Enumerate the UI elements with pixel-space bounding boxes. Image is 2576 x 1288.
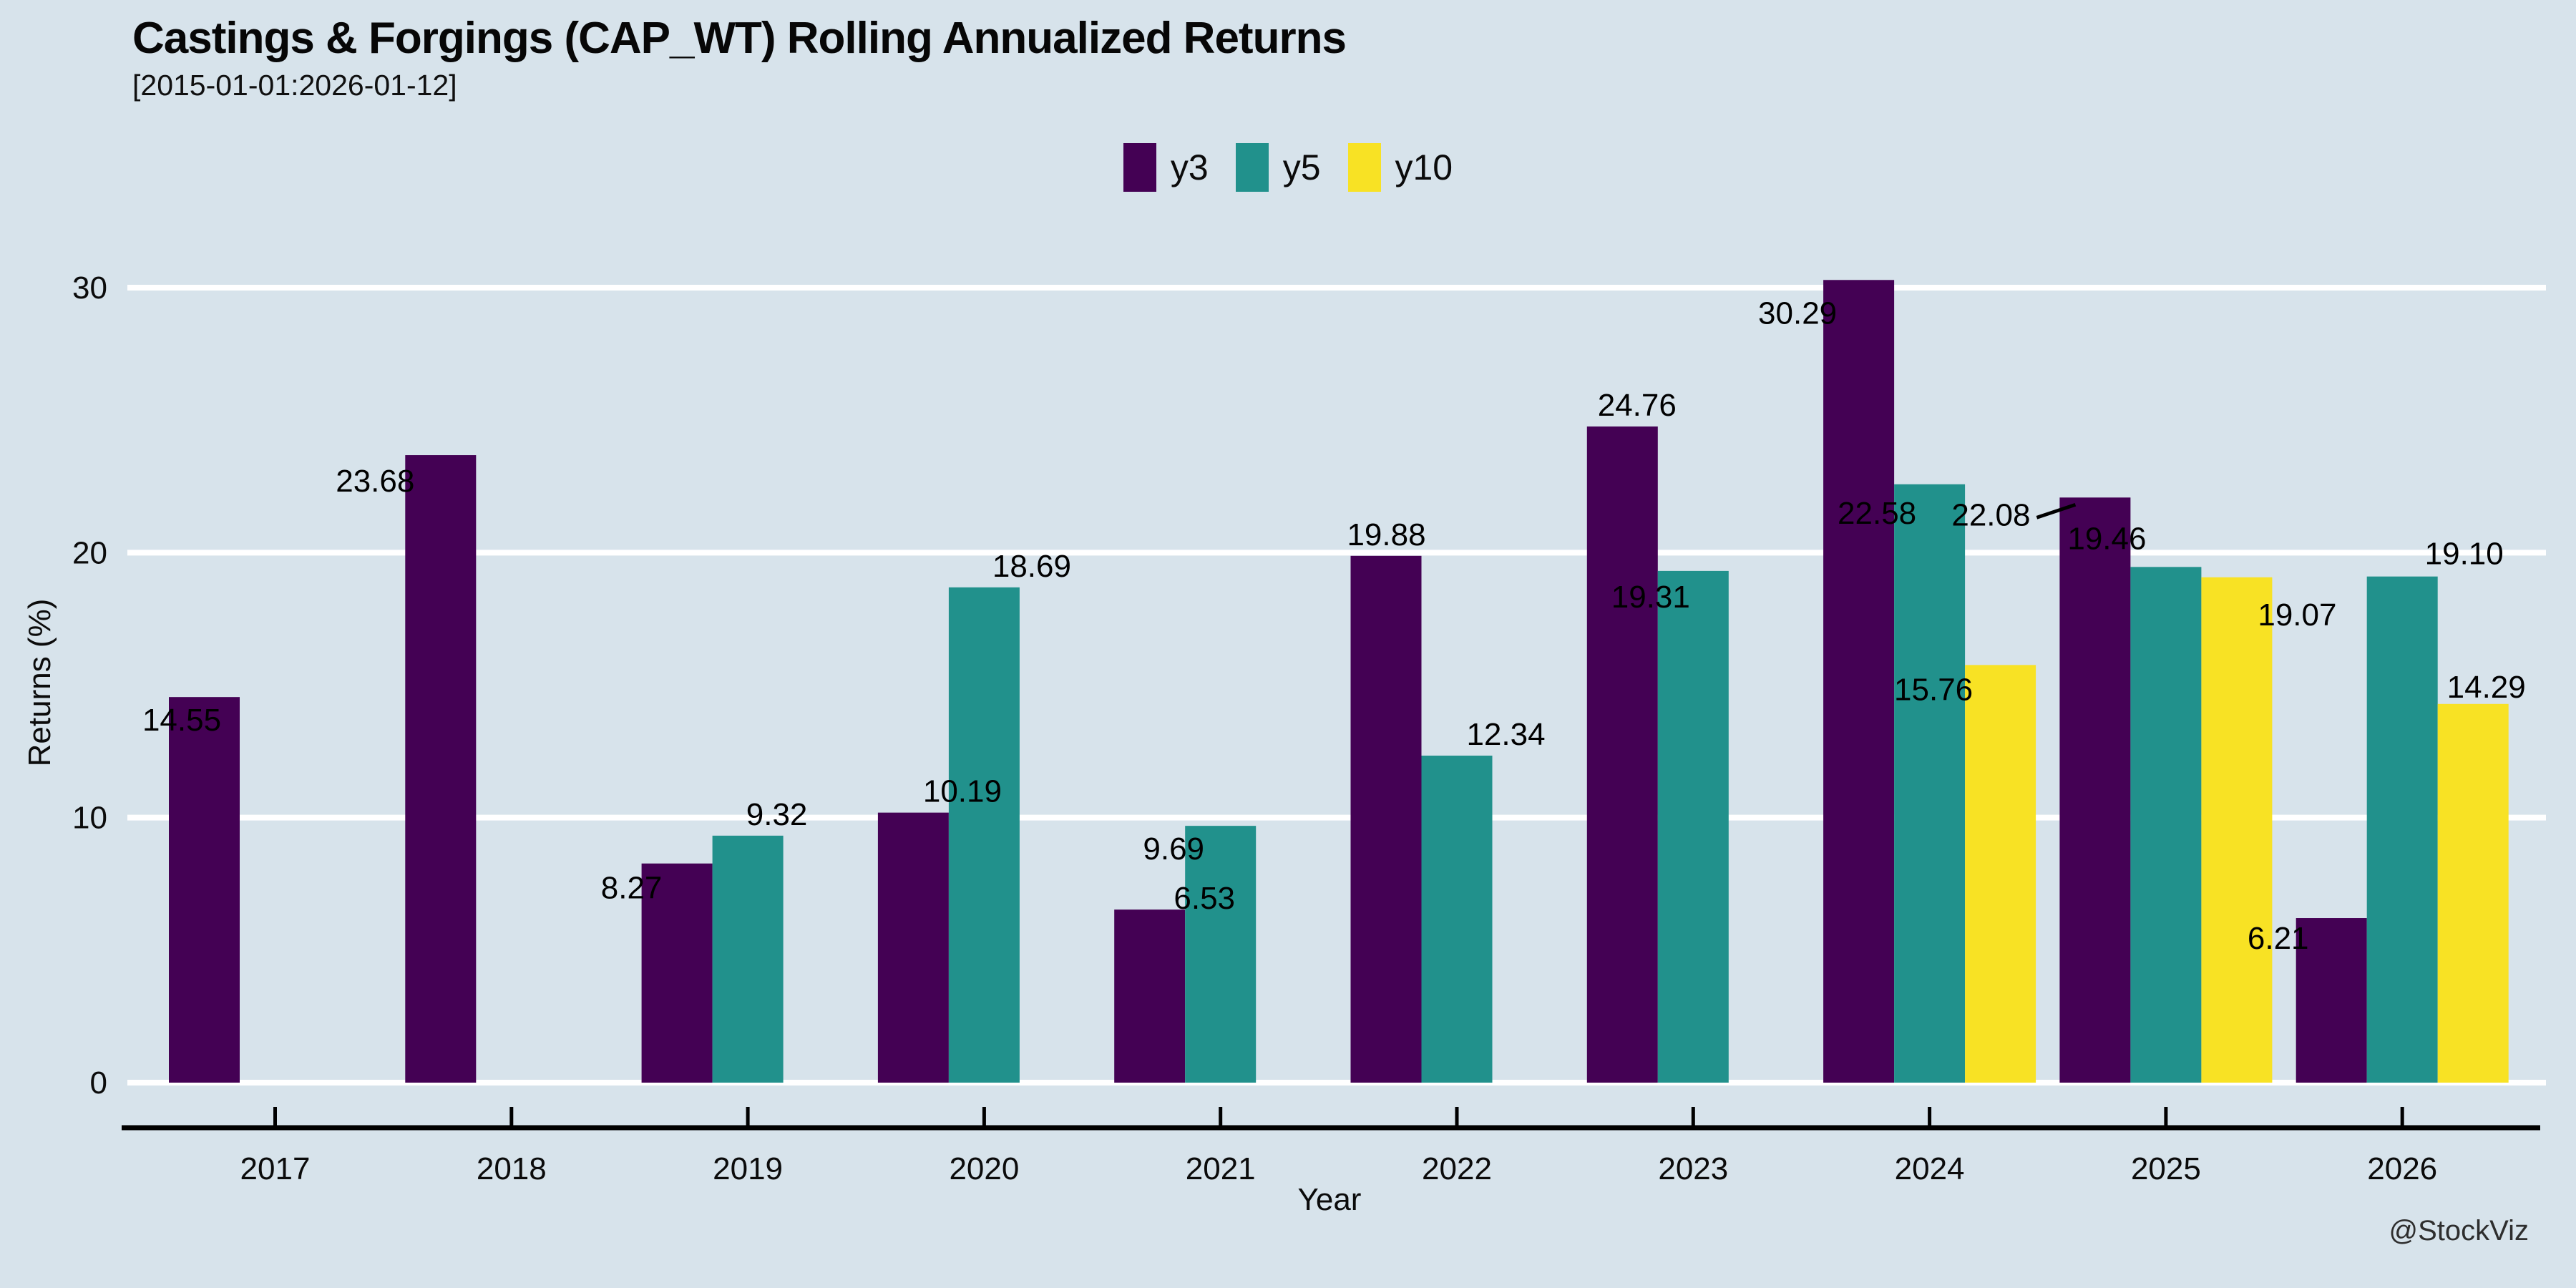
bar-y5-2026 [2366,576,2438,1083]
legend-item-y3: y3 [1123,143,1209,192]
bar-y3-2021 [1114,909,1186,1083]
legend-label-y10: y10 [1395,147,1453,187]
value-label-y5-2019: 9.32 [746,797,808,832]
x-axis-title: Year [1297,1182,1362,1217]
bar-y5-2023 [1657,570,1729,1083]
x-tick-label-2020: 2020 [949,1151,1019,1186]
bar-y3-2025 [2059,497,2131,1083]
value-label-y3-2017: 14.55 [142,703,221,738]
legend-label-y5: y5 [1282,147,1321,187]
bar-y3-2023 [1586,426,1658,1083]
value-label-y3-2026: 6.21 [2248,921,2309,956]
value-label-y3-2019: 8.27 [601,871,663,906]
value-label-y5-2020: 18.69 [992,549,1071,584]
value-label-y5-2024: 22.58 [1838,496,1916,531]
value-label-y10-2025: 19.07 [2258,597,2336,633]
value-label-y10-2024: 15.76 [1894,672,1973,707]
y-tick-label-10: 10 [72,801,107,836]
label-leader-line-y3-2025 [2036,502,2077,519]
x-tick-label-2022: 2022 [1422,1151,1492,1186]
chart-title: Castings & Forgings (CAP_WT) Rolling Ann… [132,14,1347,63]
y-tick-label-30: 30 [72,270,107,306]
bar-y3-2024 [1823,280,1895,1083]
x-tick-label-2021: 2021 [1186,1151,1256,1186]
bar-y5-2021 [1185,826,1257,1083]
legend-item-y10: y10 [1347,143,1453,192]
value-label-y10-2026: 14.29 [2447,670,2526,705]
value-label-y5-2026: 19.10 [2425,537,2504,572]
bar-y3-2020 [877,812,949,1083]
bar-y3-2019 [641,863,713,1083]
y-tick-label-20: 20 [72,535,107,570]
bar-y10-2025 [2201,577,2273,1083]
legend: y3 y5 y10 [0,143,2576,192]
bar-y10-2024 [1965,665,2036,1083]
legend-swatch-y10 [1347,143,1381,192]
value-label-y3-2021: 6.53 [1174,881,1235,916]
bar-y3-2017 [169,697,240,1083]
legend-item-y5: y5 [1235,143,1321,192]
bar-y3-2022 [1350,555,1422,1083]
y-axis-title: Returns (%) [22,598,57,767]
x-tick-label-2018: 2018 [477,1151,547,1186]
value-label-y3-2018: 23.68 [336,464,414,499]
value-label-y5-2025: 19.46 [2067,521,2146,556]
value-label-y5-2021: 9.69 [1143,831,1204,867]
bar-y5-2022 [1421,756,1493,1083]
value-label-y3-2025: 22.08 [1951,497,2030,532]
x-tick-label-2024: 2024 [1895,1151,1965,1186]
x-tick-label-2023: 2023 [1658,1151,1728,1186]
watermark: @StockViz [2389,1215,2529,1246]
value-label-y3-2022: 19.88 [1347,517,1425,552]
bar-y5-2025 [2130,567,2202,1083]
x-tick-label-2019: 2019 [713,1151,783,1186]
y-tick-label-0: 0 [90,1065,107,1101]
value-label-y5-2023: 19.31 [1611,580,1690,615]
x-tick-label-2026: 2026 [2367,1151,2437,1186]
chart-subtitle: [2015-01-01:2026-01-12] [132,69,457,102]
legend-swatch-y3 [1123,143,1156,192]
x-tick-label-2017: 2017 [240,1151,311,1186]
bar-y10-2026 [2437,703,2509,1083]
value-label-y5-2022: 12.34 [1466,717,1545,752]
bar-y5-2024 [1894,484,1966,1083]
value-label-y3-2023: 24.76 [1598,388,1677,423]
x-tick-label-2025: 2025 [2131,1151,2201,1186]
legend-label-y3: y3 [1170,147,1209,187]
bar-y5-2020 [948,587,1020,1083]
bar-y5-2019 [712,835,784,1083]
legend-swatch-y5 [1235,143,1269,192]
bar-y3-2018 [405,455,477,1083]
value-label-y3-2024: 30.29 [1758,296,1837,331]
bar-y3-2026 [2296,918,2367,1083]
value-label-y3-2020: 10.19 [923,774,1002,809]
